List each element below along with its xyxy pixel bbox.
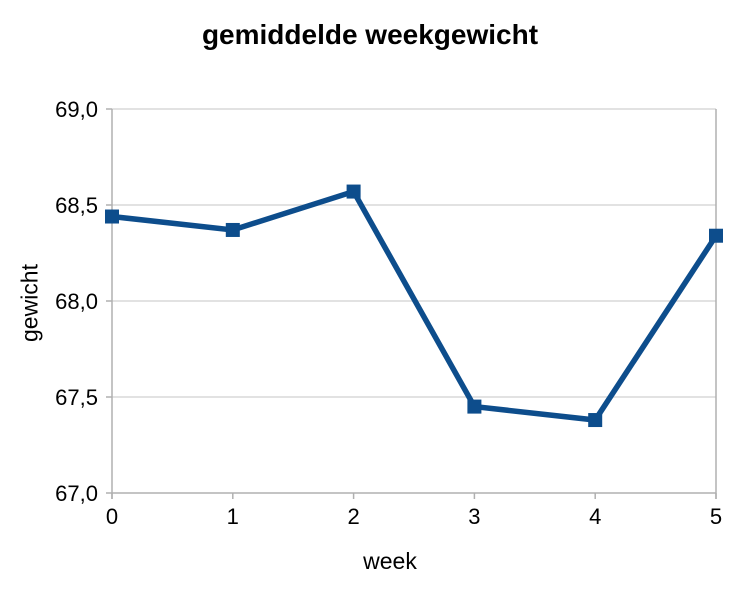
- y-tick-label: 68,5: [55, 193, 98, 218]
- x-tick-label: 2: [347, 504, 359, 529]
- data-point-marker: [709, 228, 723, 243]
- data-line: [111, 188, 719, 423]
- y-tick-label: 68,0: [55, 289, 98, 314]
- x-axis-title: week: [363, 548, 417, 574]
- data-point-marker: [225, 222, 240, 237]
- y-tick-label: 67,5: [55, 385, 98, 410]
- x-tick-label: 0: [106, 504, 118, 529]
- data-point-marker: [588, 413, 603, 428]
- y-tick-label: 69,0: [55, 97, 98, 122]
- x-tick-label: 4: [589, 504, 601, 529]
- y-tick-label: 67,0: [55, 481, 98, 506]
- chart-title: gemiddelde weekgewicht: [201, 19, 539, 50]
- x-tick-label: 1: [227, 504, 239, 529]
- x-tick-label: 3: [468, 504, 480, 529]
- data-point-marker: [346, 184, 361, 199]
- x-tick-label: 5: [710, 504, 722, 529]
- data-point-marker: [105, 209, 119, 224]
- data-point-marker: [467, 399, 482, 414]
